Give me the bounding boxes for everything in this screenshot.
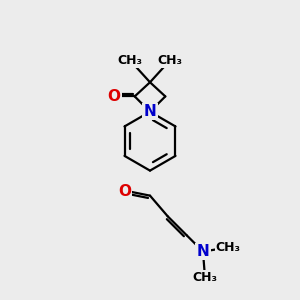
Text: CH₃: CH₃ [192, 271, 217, 284]
Text: CH₃: CH₃ [215, 241, 241, 254]
Text: CH₃: CH₃ [118, 54, 142, 67]
Text: O: O [108, 89, 121, 104]
Text: N: N [144, 104, 156, 119]
Text: N: N [196, 244, 209, 259]
Text: CH₃: CH₃ [158, 54, 182, 67]
Text: O: O [118, 184, 131, 199]
